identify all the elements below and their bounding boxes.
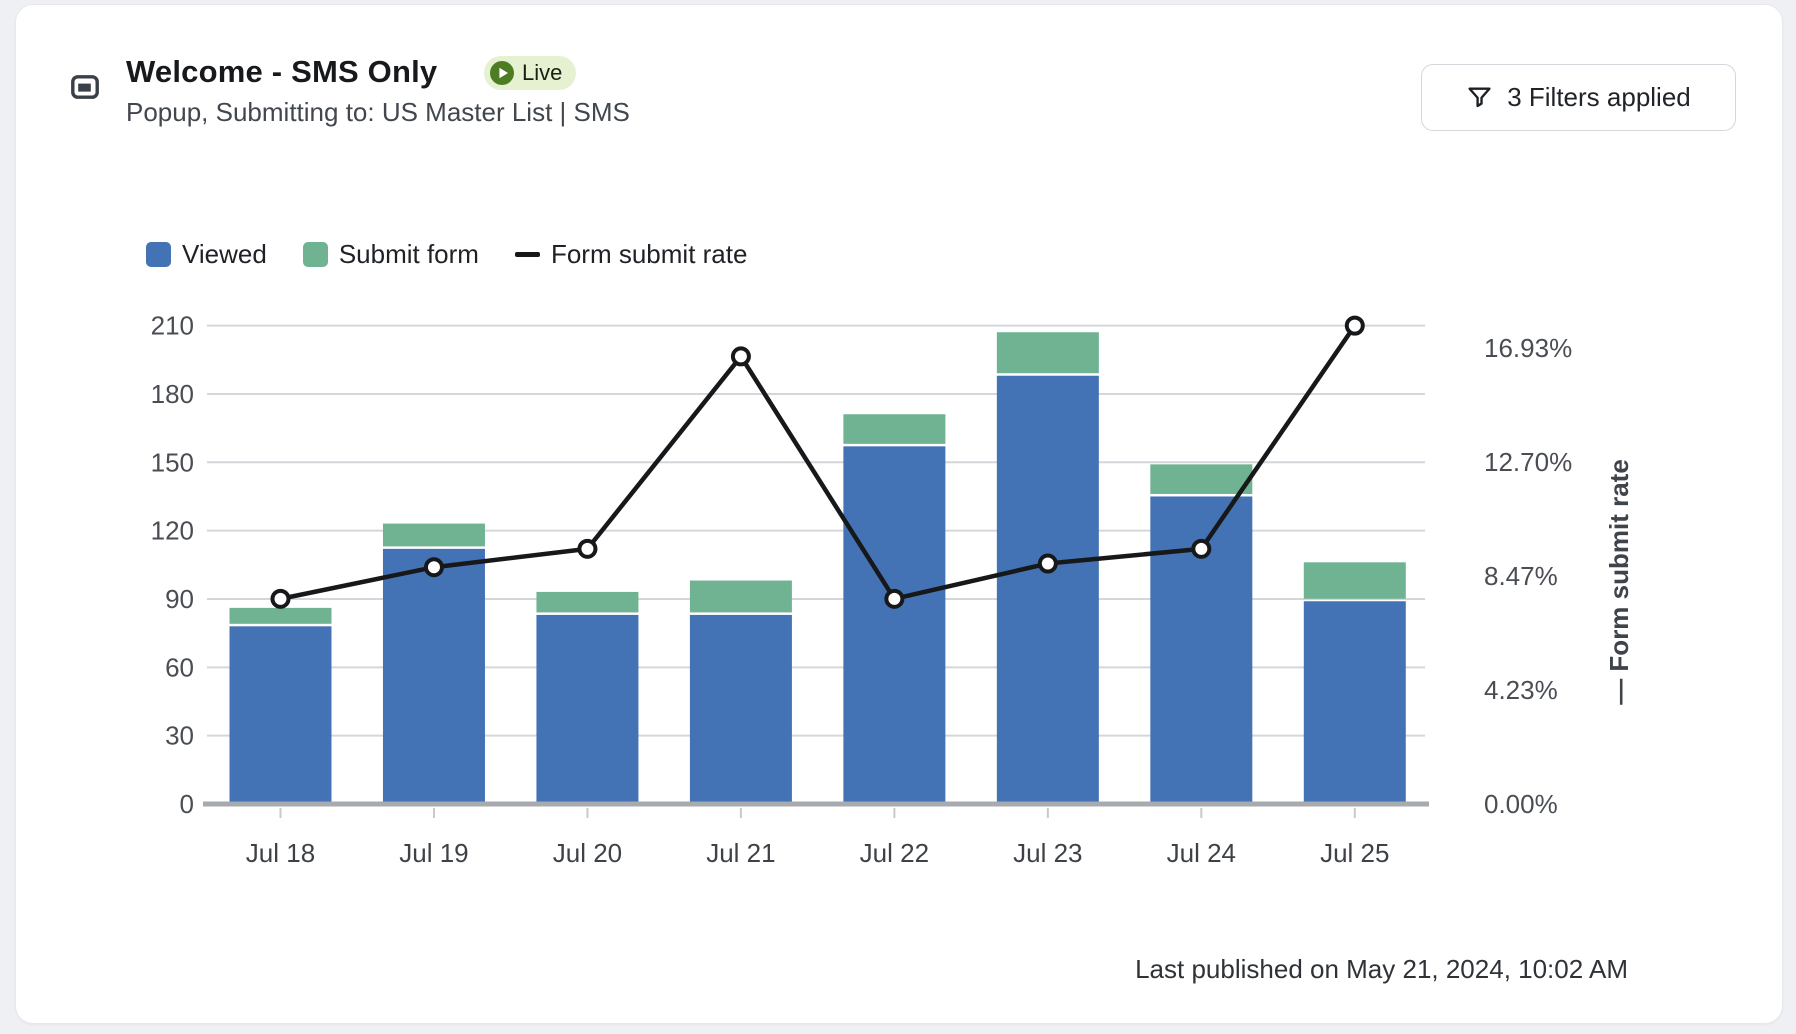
submit-form-bar [843,414,946,444]
chart-legend: Viewed Submit form Form submit rate [146,239,747,270]
left-axis-tick-label: 150 [151,447,194,477]
left-axis-tick-label: 30 [165,721,194,751]
legend-item-submit-form[interactable]: Submit form [302,239,479,270]
popup-window-icon [71,75,99,99]
submit-form-bar [996,332,1099,374]
legend-item-viewed[interactable]: Viewed [146,239,267,270]
submit-form-swatch [302,242,328,267]
viewed-bar [996,375,1099,804]
right-axis-tick-label: 16.93% [1484,333,1572,363]
line-dash-swatch [514,252,540,257]
submit-form-bar [536,591,639,613]
x-axis-category-label: Jul 25 [1320,838,1389,868]
right-axis-title: — Form submit rate [1604,459,1634,705]
form-submit-rate-line [278,323,1358,602]
form-submit-rate-point [423,557,444,578]
status-badge: Live [484,56,577,90]
viewed-bar [843,446,946,804]
page-title: Welcome - SMS Only [126,54,438,89]
right-axis-tick-label: 12.70% [1484,447,1572,477]
x-axis-category-label: Jul 20 [553,838,622,868]
form-submit-rate-point [730,346,751,367]
status-badge-label: Live [522,60,563,85]
x-axis-category-label: Jul 22 [860,838,929,868]
form-submit-rate-point [1191,538,1212,559]
form-submit-rate-point [1344,315,1365,336]
right-axis-tick-label: 8.47% [1484,561,1558,591]
filter-funnel-icon [1468,87,1491,108]
x-axis-category-label: Jul 21 [706,838,775,868]
form-submit-rate-point [884,588,905,609]
viewed-bar [689,614,792,804]
submit-form-bar [1303,562,1406,599]
submit-form-bar [1150,464,1253,494]
left-axis-tick-label: 180 [151,379,194,409]
x-axis-category-label: Jul 24 [1167,838,1236,868]
legend-label: Submit form [338,239,479,269]
filters-applied-label: 3 Filters applied [1507,82,1691,112]
form-submit-rate-point [577,538,598,559]
viewed-bar [536,614,639,804]
viewed-swatch [146,242,171,267]
left-axis-tick-label: 90 [165,584,194,614]
legend-label: Form submit rate [550,239,748,269]
form-submit-rate-point [1037,553,1058,574]
last-published-text: Last published on May 21, 2024, 10:02 AM [1135,954,1628,984]
filters-applied-button[interactable]: 3 Filters applied [1421,64,1736,131]
play-icon [490,61,514,85]
form-analytics-card: 0 30 60 90 120 150 180 210 Jul 18 Jul 19 Jul 20 Jul… [15,4,1783,1024]
left-axis-tick-label: 60 [165,652,194,682]
legend-item-form-submit-rate[interactable]: Form submit rate [514,239,748,270]
left-axis-tick-label: 120 [151,516,194,546]
page-subtitle: Popup, Submitting to: US Master List | S… [126,97,630,127]
left-axis-tick-label: 210 [151,311,194,341]
x-axis-category-label: Jul 19 [399,838,468,868]
left-axis-tick-label: 0 [180,789,194,819]
viewed-bar [229,626,332,804]
submit-form-bar [689,580,792,613]
legend-label: Viewed [182,239,267,269]
form-submit-rate-point [270,588,291,609]
x-axis-category-label: Jul 18 [246,838,315,868]
right-axis-tick-label: 4.23% [1484,675,1558,705]
submit-form-bar [382,523,485,547]
viewed-bar [1303,601,1406,804]
right-axis-tick-label: 0.00% [1484,789,1558,819]
submit-form-bar [229,607,332,624]
chart: 0 30 60 90 120 150 180 210 Jul 18 Jul 19 Jul 20 Jul… [151,311,1634,868]
x-axis-baseline [203,801,1429,807]
viewed-bar [382,548,485,804]
x-axis-category-label: Jul 23 [1013,838,1082,868]
